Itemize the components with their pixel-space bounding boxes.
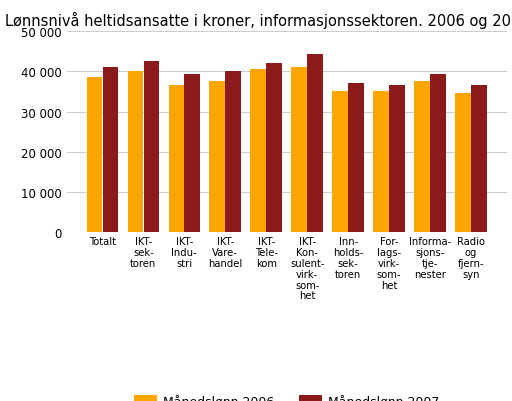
Bar <box>143 61 159 233</box>
Bar <box>266 63 282 233</box>
Bar <box>414 82 430 233</box>
Bar <box>250 70 266 233</box>
Bar <box>291 68 307 233</box>
Bar <box>455 94 471 233</box>
Legend: Månedslønn 2006, Månedslønn 2007: Månedslønn 2006, Månedslønn 2007 <box>134 395 439 401</box>
Bar <box>225 72 241 233</box>
Bar <box>332 92 348 233</box>
Bar <box>168 86 184 233</box>
Bar <box>430 75 446 233</box>
Bar <box>127 72 143 233</box>
Bar <box>184 75 200 233</box>
Bar <box>102 68 118 233</box>
Bar <box>209 82 225 233</box>
Bar <box>307 55 323 233</box>
Bar <box>348 83 364 233</box>
Bar <box>472 85 487 233</box>
Bar <box>87 78 102 233</box>
Bar <box>373 92 389 233</box>
Text: Lønnsnivå heltidsansatte i kroner, informasjonssektoren. 2006 og 2007: Lønnsnivå heltidsansatte i kroner, infor… <box>5 12 512 29</box>
Bar <box>389 85 405 233</box>
